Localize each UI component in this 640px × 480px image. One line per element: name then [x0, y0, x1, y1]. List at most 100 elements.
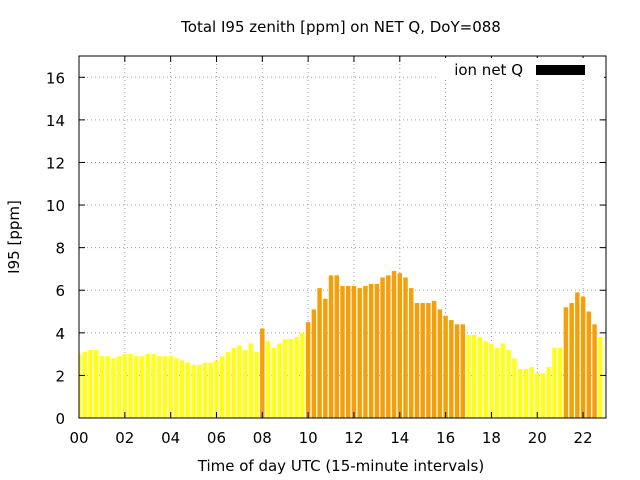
- bar: [546, 366, 551, 418]
- bar: [460, 324, 466, 418]
- bar: [88, 349, 93, 418]
- bar: [139, 356, 145, 418]
- bar: [563, 307, 569, 418]
- bar: [535, 373, 540, 418]
- bar: [260, 328, 265, 418]
- chart-title: Total I95 zenith [ppm] on NET Q, DoY=088: [180, 18, 501, 36]
- bar-series: [79, 271, 603, 418]
- bar: [282, 339, 288, 418]
- y-tick-label: 16: [46, 69, 65, 87]
- bar: [111, 358, 116, 418]
- bar: [449, 320, 454, 418]
- bar: [174, 358, 179, 418]
- bar: [557, 347, 563, 418]
- x-tick-label: 04: [161, 429, 180, 447]
- bar: [403, 277, 408, 418]
- y-tick-label: 14: [46, 112, 65, 130]
- bar: [99, 356, 105, 418]
- x-tick-label: 10: [299, 429, 318, 447]
- bar: [271, 347, 276, 418]
- bar: [151, 354, 156, 418]
- y-tick-labels: 0 2 4 6 8 10 12 14 16: [46, 69, 65, 428]
- bar: [334, 275, 340, 418]
- bar: [225, 351, 231, 418]
- bar: [420, 303, 425, 418]
- bar: [431, 300, 437, 418]
- bar: [443, 315, 448, 418]
- x-tick-labels: 00 02 04 06 08 10 12 14 16 18 20 22: [69, 429, 592, 447]
- bar: [162, 356, 168, 418]
- bar: [489, 343, 494, 418]
- bar: [82, 351, 87, 418]
- bar: [265, 341, 271, 418]
- y-axis-label: I95 [ppm]: [5, 200, 23, 274]
- y-tick-label: 10: [46, 197, 65, 215]
- bar: [357, 288, 362, 418]
- bar: [552, 347, 557, 418]
- bar: [414, 303, 420, 418]
- bar: [231, 347, 236, 418]
- bar: [483, 341, 488, 418]
- bar: [122, 354, 128, 418]
- bar: [575, 292, 580, 418]
- bar: [363, 285, 368, 418]
- x-tick-label: 14: [390, 429, 409, 447]
- bar: [494, 347, 500, 418]
- bar: [580, 296, 586, 418]
- bar: [391, 271, 397, 418]
- bar: [426, 303, 431, 418]
- bar: [254, 351, 259, 418]
- bar: [145, 354, 150, 418]
- bar: [105, 356, 110, 418]
- x-tick-label: 00: [69, 429, 88, 447]
- bar: [397, 273, 403, 418]
- bar: [345, 285, 351, 418]
- bar: [168, 356, 173, 418]
- bar: [368, 283, 374, 418]
- bar: [93, 349, 99, 418]
- x-tick-label: 12: [344, 429, 363, 447]
- bar: [248, 343, 254, 418]
- bar: [340, 285, 345, 418]
- bar: [202, 362, 208, 418]
- bar: [437, 309, 443, 418]
- bar: [540, 373, 546, 418]
- bar: [197, 364, 202, 418]
- bar: [328, 275, 334, 418]
- bar: [374, 283, 380, 418]
- bar: [294, 337, 299, 418]
- bar: [598, 337, 603, 418]
- bar: [214, 360, 219, 418]
- bar: [500, 343, 506, 418]
- bar: [185, 362, 191, 418]
- bar: [472, 334, 477, 418]
- bar: [179, 360, 185, 418]
- bar: [454, 324, 460, 418]
- y-tick-label: 0: [55, 410, 65, 428]
- bar: [191, 364, 196, 418]
- bar: [529, 366, 534, 418]
- y-tick-label: 2: [55, 367, 65, 385]
- bar: [208, 362, 213, 418]
- y-tick-label: 4: [55, 325, 65, 343]
- bar: [128, 354, 133, 418]
- bar: [277, 343, 282, 418]
- legend-label: ion net Q: [454, 61, 523, 79]
- bar: [380, 277, 385, 418]
- bar: [300, 332, 305, 418]
- bar: [79, 354, 82, 418]
- bar: [409, 288, 414, 418]
- x-tick-label: 20: [528, 429, 547, 447]
- bar: [116, 356, 122, 418]
- y-tick-label: 12: [46, 154, 65, 172]
- bar: [512, 358, 517, 418]
- bar: [569, 303, 574, 418]
- x-axis-label: Time of day UTC (15-minute intervals): [197, 457, 484, 475]
- bar: [517, 369, 523, 418]
- bar: [466, 334, 471, 418]
- y-tick-label: 6: [55, 282, 65, 300]
- bar: [586, 311, 592, 418]
- x-tick-label: 02: [115, 429, 134, 447]
- plot-frame: [78, 55, 607, 419]
